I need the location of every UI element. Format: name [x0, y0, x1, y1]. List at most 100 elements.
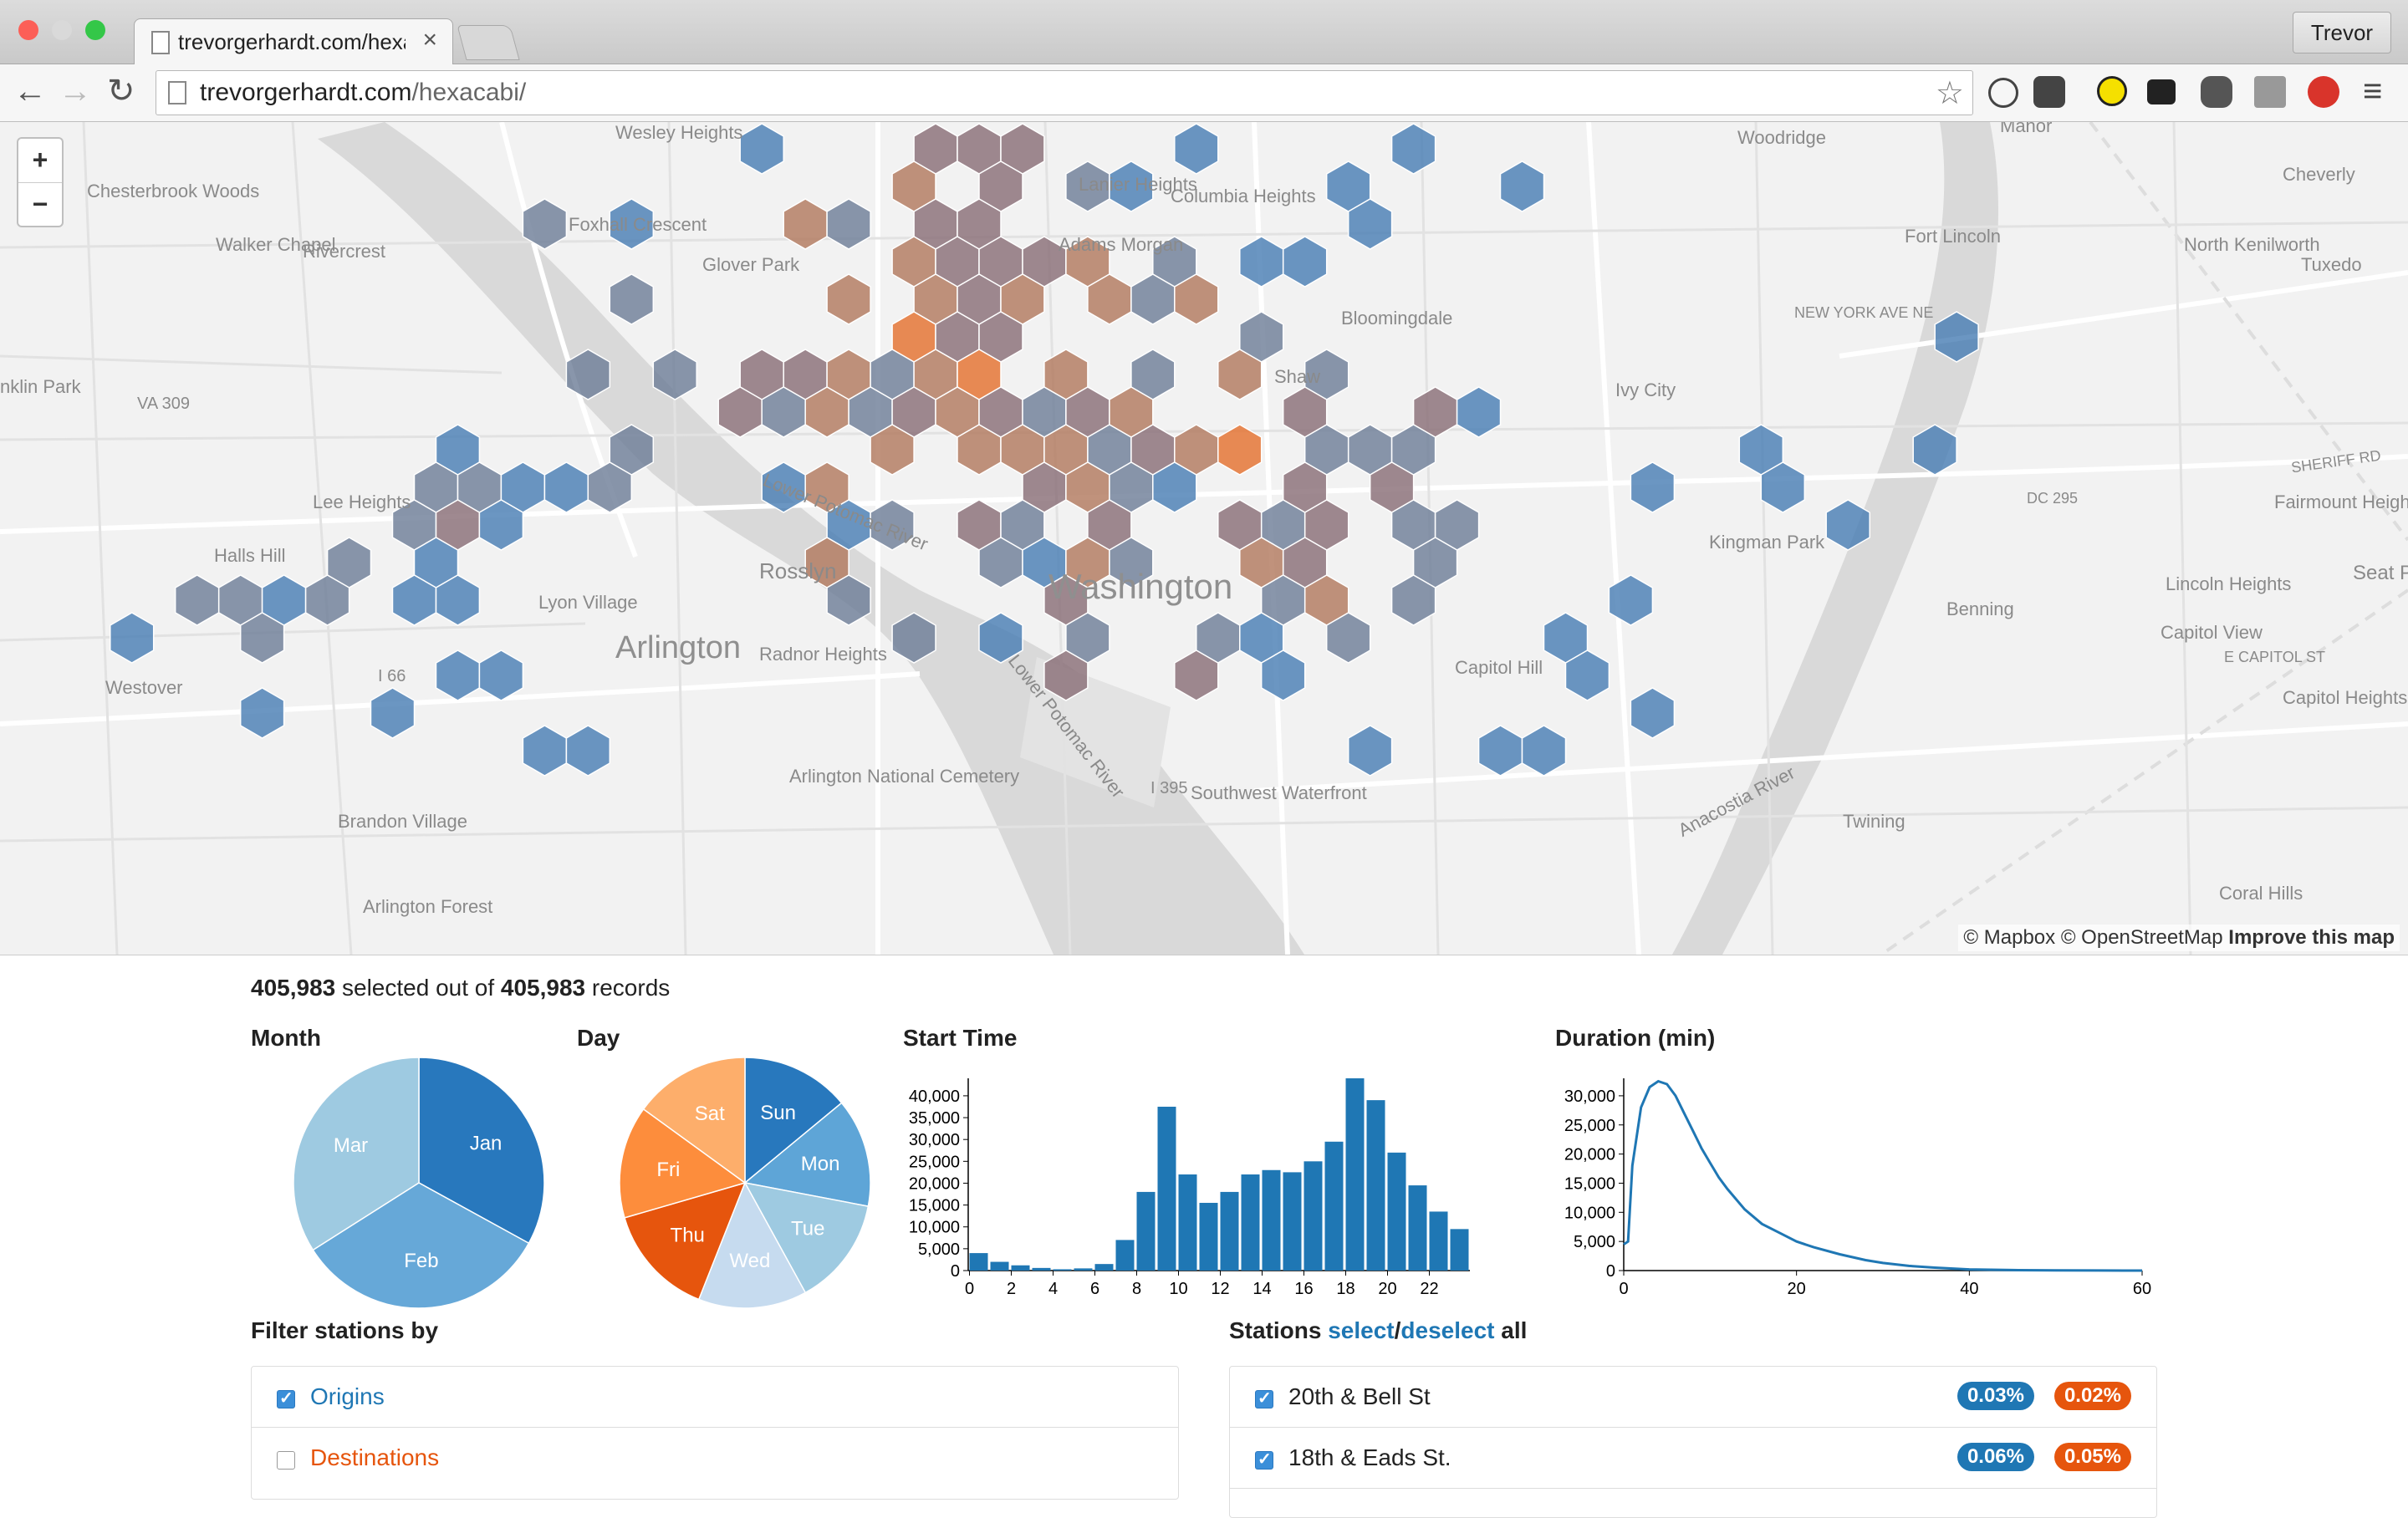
zoom-out-button[interactable]: − [32, 189, 48, 219]
hexbin-cell[interactable] [1456, 386, 1502, 438]
origins-checkbox[interactable] [277, 1388, 295, 1408]
bar-hour-5[interactable] [1074, 1268, 1093, 1271]
hexbin-cell[interactable] [1630, 461, 1676, 513]
hexbin-cell[interactable] [522, 198, 568, 250]
new-tab-button[interactable] [457, 25, 520, 60]
forward-icon[interactable]: → [59, 73, 92, 110]
close-window-button[interactable] [18, 20, 38, 40]
hexbin-cell[interactable] [609, 198, 655, 250]
bar-hour-8[interactable] [1136, 1191, 1156, 1271]
origins-label[interactable]: Origins [310, 1383, 385, 1409]
start-time-bar-chart[interactable]: 0 5,000 10,000 15,000 20,000 25,000 30,000 35,0… [886, 1070, 1505, 1296]
hexbin-cell[interactable] [1608, 574, 1654, 626]
bar-hour-11[interactable] [1199, 1202, 1218, 1271]
destinations-label[interactable]: Destinations [310, 1444, 440, 1470]
evernote-extension-icon[interactable] [2201, 76, 2232, 108]
duration-line[interactable] [1623, 1079, 2143, 1272]
hexbin-map[interactable]: Wesley Heights Woodridge Manor Cheverly … [0, 122, 2408, 955]
bar-hour-17[interactable] [1324, 1141, 1344, 1271]
hexbin-cell[interactable] [826, 198, 871, 250]
hexbin-cell[interactable] [239, 612, 285, 664]
bar-hour-6[interactable] [1094, 1264, 1114, 1271]
bar-hour-2[interactable] [1011, 1265, 1030, 1271]
station-row[interactable]: 20th & Bell St 0.03% 0.02% [1230, 1367, 2156, 1428]
hexbin-cell[interactable] [609, 273, 655, 325]
hexbin-cell[interactable] [478, 499, 524, 551]
station-checkbox[interactable] [1255, 1449, 1273, 1470]
profile-button[interactable]: Trevor [2293, 12, 2391, 53]
month-pie-chart[interactable]: Jan Feb Mar [289, 1053, 548, 1312]
hexbin-cell[interactable] [870, 424, 915, 476]
pie-slice-sun[interactable] [744, 1057, 843, 1184]
hexbin-cell[interactable] [1239, 236, 1284, 288]
hexbin-cell[interactable] [1109, 537, 1154, 588]
pocket-extension-icon[interactable] [2033, 76, 2065, 108]
hexbin-cell[interactable] [522, 725, 568, 777]
hexbin-cell[interactable] [1477, 725, 1523, 777]
destinations-checkbox[interactable] [277, 1451, 295, 1470]
hexbin-cell[interactable] [1825, 499, 1870, 551]
bar-hour-15[interactable] [1283, 1172, 1302, 1271]
hexbin-cell[interactable] [1564, 649, 1610, 701]
filter-origins-row[interactable]: Origins [252, 1367, 1178, 1428]
hexbin-cell[interactable] [1760, 461, 1806, 513]
readability-extension-icon[interactable] [2254, 76, 2286, 108]
pie-slice-fri[interactable] [619, 1108, 747, 1219]
day-pie-chart[interactable]: Sun Mon Tue Wed Thu Fri Sat [615, 1053, 875, 1312]
hexbin-cell[interactable] [739, 123, 784, 175]
url-text[interactable]: trevorgerhardt.com/hexacabi/ [200, 79, 526, 107]
hexbin-cell[interactable] [1912, 424, 1957, 476]
hexbin-cell[interactable] [1630, 687, 1676, 739]
bar-hour-18[interactable] [1345, 1078, 1365, 1271]
browser-tab[interactable]: trevorgerhardt.com/hexaca × [134, 18, 453, 64]
hexbin-cell[interactable] [1282, 236, 1328, 288]
bar-hour-21[interactable] [1408, 1185, 1427, 1271]
bar-hour-20[interactable] [1387, 1152, 1406, 1271]
hexbin-cell[interactable] [435, 649, 481, 701]
hexbin-cell[interactable] [1217, 349, 1263, 400]
zoom-window-button[interactable] [85, 20, 105, 40]
bar-hour-4[interactable] [1053, 1269, 1072, 1271]
improve-map-link[interactable]: Improve this map [2228, 926, 2395, 949]
hexbin-cell[interactable] [565, 349, 611, 400]
hexbin-cell[interactable] [110, 612, 155, 664]
pie-slice-thu[interactable] [624, 1181, 747, 1301]
hexbin-cell[interactable] [978, 612, 1023, 664]
bar-hour-3[interactable] [1032, 1267, 1051, 1271]
pie-slice-tue[interactable] [743, 1181, 870, 1294]
hexbin-cell[interactable] [1347, 198, 1393, 250]
hexbin-cell[interactable] [304, 574, 350, 626]
hexbin-cell[interactable] [1325, 612, 1371, 664]
hexbin-cell[interactable] [826, 574, 871, 626]
hexbin-cell[interactable] [1174, 273, 1219, 325]
bookmark-star-icon[interactable]: ☆ [1935, 76, 1964, 111]
bar-hour-0[interactable] [969, 1253, 988, 1271]
bar-hour-1[interactable] [990, 1261, 1009, 1271]
map-canvas[interactable] [0, 122, 2408, 955]
bar-hour-23[interactable] [1450, 1229, 1469, 1271]
hexbin-cell[interactable] [1152, 461, 1197, 513]
hexbin-cell[interactable] [783, 198, 828, 250]
menu-icon[interactable]: ≡ [2363, 73, 2383, 110]
tab-close-icon[interactable]: × [422, 26, 437, 53]
bar-hour-14[interactable] [1262, 1169, 1281, 1271]
hexbin-cell[interactable] [870, 499, 915, 551]
hexbin-cell[interactable] [1521, 725, 1567, 777]
bar-hour-7[interactable] [1115, 1240, 1135, 1271]
hexbin-cell[interactable] [543, 461, 589, 513]
select-all-link[interactable]: select [1328, 1317, 1395, 1343]
bar-hour-12[interactable] [1220, 1191, 1239, 1271]
hexbin-cell[interactable] [1217, 424, 1263, 476]
hexbin-cell[interactable] [826, 273, 871, 325]
layers-extension-icon[interactable] [2147, 79, 2176, 104]
filter-destinations-row[interactable]: Destinations [252, 1428, 1178, 1488]
hexbin-cell[interactable] [1499, 160, 1545, 212]
q-extension-icon[interactable] [2097, 76, 2127, 106]
hexbin-cell[interactable] [891, 612, 936, 664]
lastpass-extension-icon[interactable] [2308, 76, 2339, 108]
zoom-in-button[interactable]: + [18, 139, 62, 183]
pie-slice-wed[interactable] [697, 1181, 807, 1309]
deselect-all-link[interactable]: deselect [1400, 1317, 1495, 1343]
minimize-window-button[interactable] [52, 20, 72, 40]
hexbin-cell[interactable] [174, 574, 220, 626]
